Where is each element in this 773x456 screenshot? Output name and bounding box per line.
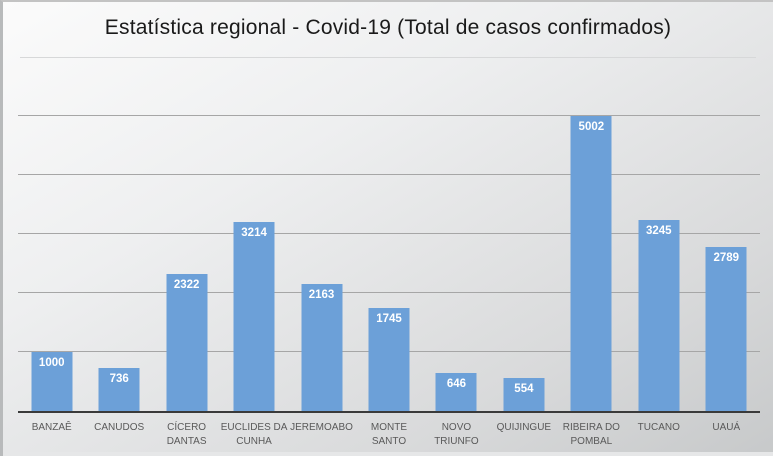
bar-value-label: 736: [109, 372, 129, 385]
bar-value-label: 3214: [241, 226, 267, 239]
bar-column: 1000 BANZAÊ: [18, 87, 85, 433]
bar-value-label: 554: [514, 383, 534, 396]
category-label: CANUDOS: [94, 422, 145, 433]
category-label: UAUÁ: [712, 422, 741, 433]
bar-column: 3245 TUCANO: [625, 87, 692, 433]
category-label: EUCLIDES DA CUNHA: [220, 422, 288, 447]
bar-value-label: 5002: [578, 121, 605, 134]
bar[interactable]: 2789: [705, 246, 747, 411]
chart-title: Estatística regional - Covid-19 (Total d…: [104, 16, 672, 39]
bar-column: 2322 CÍCERO DANTAS: [153, 87, 220, 447]
category-label: JEREMOABO: [290, 422, 353, 433]
bar-column: 646 NOVO TRIUNFO: [423, 87, 490, 447]
bar-series: 1000 BANZAÊ 736 CANUDOS 2322 CÍCERO DANTAS 321…: [18, 87, 760, 447]
category-label: RIBEIRA DO POMBAL: [562, 422, 620, 447]
bar[interactable]: 3214: [233, 221, 275, 411]
bar-column: 2163 JEREMOABO: [288, 87, 355, 433]
bar-column: 1745 MONTE SANTO: [355, 87, 422, 447]
category-label: QUIJINGUE: [496, 422, 552, 433]
gridline: [18, 233, 760, 235]
bar-column: 3214 EUCLIDES DA CUNHA: [220, 87, 287, 447]
bar[interactable]: 1745: [368, 308, 410, 411]
bar[interactable]: 2322: [166, 274, 208, 411]
bar-value-label: 646: [446, 377, 467, 390]
bar-value-label: 1745: [376, 313, 402, 326]
gridline: [18, 115, 760, 117]
category-label: CÍCERO DANTAS: [166, 422, 207, 447]
bar-value-label: 1000: [38, 357, 65, 370]
plot-area: 1000 BANZAÊ 736 CANUDOS 2322 CÍCERO DANTAS 321…: [18, 87, 760, 447]
bar[interactable]: 5002: [570, 116, 612, 411]
bar-value-label: 2163: [308, 288, 335, 301]
bar-column: 554 QUIJINGUE: [490, 87, 557, 433]
gridline: [18, 292, 760, 294]
bar[interactable]: 554: [503, 378, 545, 411]
category-label: BANZAÊ: [31, 422, 72, 433]
bar-column: 2789 UAUÁ: [693, 87, 760, 433]
gridline: [18, 174, 760, 176]
bar[interactable]: 646: [435, 372, 477, 411]
bar-value-label: 2322: [173, 279, 200, 292]
bar[interactable]: 736: [98, 367, 140, 411]
bar-column: 736 CANUDOS: [85, 87, 152, 433]
title-divider: [20, 57, 756, 58]
bar[interactable]: 2163: [301, 283, 343, 411]
bar-value-label: 3245: [646, 224, 672, 237]
category-label: NOVO TRIUNFO: [434, 422, 479, 447]
bar[interactable]: 1000: [31, 352, 73, 411]
bar-column: 5002 RIBEIRA DO POMBAL: [558, 87, 625, 447]
bar[interactable]: 3245: [638, 219, 680, 411]
bar-value-label: 2789: [713, 251, 740, 264]
category-label: MONTE SANTO: [370, 422, 408, 447]
category-label: TUCANO: [637, 422, 680, 433]
